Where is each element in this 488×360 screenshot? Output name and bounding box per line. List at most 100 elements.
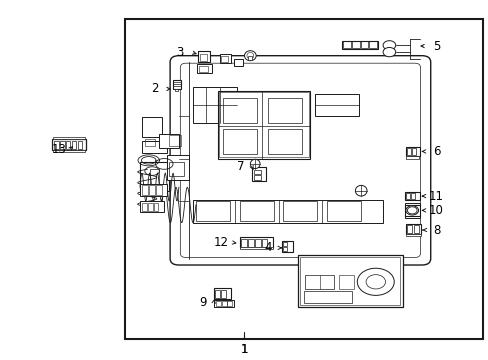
Bar — [149, 169, 159, 184]
Bar — [142, 141, 166, 153]
Bar — [153, 203, 158, 211]
Bar — [54, 141, 59, 149]
Bar — [60, 141, 64, 149]
Text: 8: 8 — [432, 224, 439, 237]
Bar — [252, 167, 265, 181]
Text: 4: 4 — [264, 241, 271, 255]
Bar — [159, 134, 179, 148]
Bar — [241, 239, 246, 247]
Bar — [221, 290, 225, 298]
Bar — [253, 170, 260, 174]
Text: 5: 5 — [432, 40, 439, 53]
Bar — [404, 205, 419, 216]
Bar — [142, 203, 146, 211]
Bar — [219, 92, 308, 157]
Bar — [305, 275, 334, 289]
Bar — [140, 202, 164, 212]
Bar — [53, 137, 84, 139]
Bar — [214, 288, 231, 298]
Bar — [222, 98, 256, 123]
Bar — [198, 51, 210, 62]
Bar — [267, 129, 301, 154]
Bar — [282, 242, 292, 252]
Bar — [222, 129, 256, 154]
Bar — [404, 192, 419, 201]
Ellipse shape — [355, 185, 366, 196]
Bar — [125, 19, 482, 339]
Bar — [283, 202, 317, 221]
Bar — [326, 202, 361, 221]
Bar — [283, 242, 287, 247]
Bar — [233, 59, 242, 66]
Bar — [407, 148, 410, 155]
Bar — [253, 175, 260, 180]
Text: 12: 12 — [214, 236, 229, 249]
Bar — [220, 54, 230, 63]
Bar — [169, 135, 181, 146]
Bar — [406, 193, 409, 199]
Bar — [221, 56, 227, 62]
Bar — [314, 94, 358, 116]
Bar — [140, 162, 169, 191]
Ellipse shape — [357, 268, 393, 296]
Bar — [200, 54, 206, 61]
Text: 9: 9 — [199, 296, 206, 309]
Bar — [261, 239, 267, 247]
Bar — [166, 155, 188, 180]
Bar — [254, 239, 260, 247]
Bar — [221, 301, 226, 306]
Bar — [214, 300, 233, 307]
Text: 2: 2 — [150, 82, 158, 95]
Bar — [52, 139, 85, 150]
Bar — [227, 301, 232, 306]
Bar — [215, 290, 220, 298]
Bar — [172, 80, 181, 89]
Bar — [248, 56, 252, 60]
Bar — [175, 89, 178, 91]
Ellipse shape — [382, 41, 395, 50]
Text: 6: 6 — [432, 145, 439, 158]
Text: 7: 7 — [237, 160, 244, 173]
Bar — [343, 41, 350, 48]
Bar — [169, 162, 183, 176]
Bar — [53, 150, 84, 152]
Ellipse shape — [382, 48, 395, 57]
Bar — [149, 185, 155, 195]
Bar — [404, 203, 419, 217]
Ellipse shape — [244, 51, 256, 61]
Text: 13: 13 — [51, 143, 66, 156]
Bar — [247, 239, 253, 247]
Text: 1: 1 — [240, 343, 248, 356]
Bar — [303, 291, 352, 303]
Bar — [339, 275, 353, 289]
Bar — [215, 301, 220, 306]
Bar — [140, 184, 166, 196]
Bar — [66, 141, 70, 149]
Bar — [413, 225, 418, 233]
Bar — [142, 117, 162, 137]
Text: 3: 3 — [176, 46, 183, 59]
Bar — [410, 193, 414, 199]
Bar — [267, 98, 301, 123]
Bar — [411, 148, 415, 155]
Bar — [193, 87, 237, 123]
Bar — [197, 64, 211, 73]
Bar — [283, 247, 287, 251]
Text: 1: 1 — [240, 343, 248, 356]
Bar — [72, 141, 76, 149]
Bar — [341, 41, 377, 49]
Text: 10: 10 — [428, 204, 443, 217]
Bar — [193, 200, 382, 223]
Ellipse shape — [250, 159, 260, 168]
Bar — [369, 41, 376, 48]
Bar — [156, 185, 162, 195]
Bar — [78, 141, 82, 149]
Bar — [239, 202, 273, 221]
Bar — [360, 41, 368, 48]
Bar — [405, 234, 421, 236]
Bar — [239, 247, 272, 249]
Bar — [196, 202, 229, 221]
Bar — [147, 203, 152, 211]
Bar — [351, 41, 359, 48]
FancyBboxPatch shape — [170, 56, 430, 265]
